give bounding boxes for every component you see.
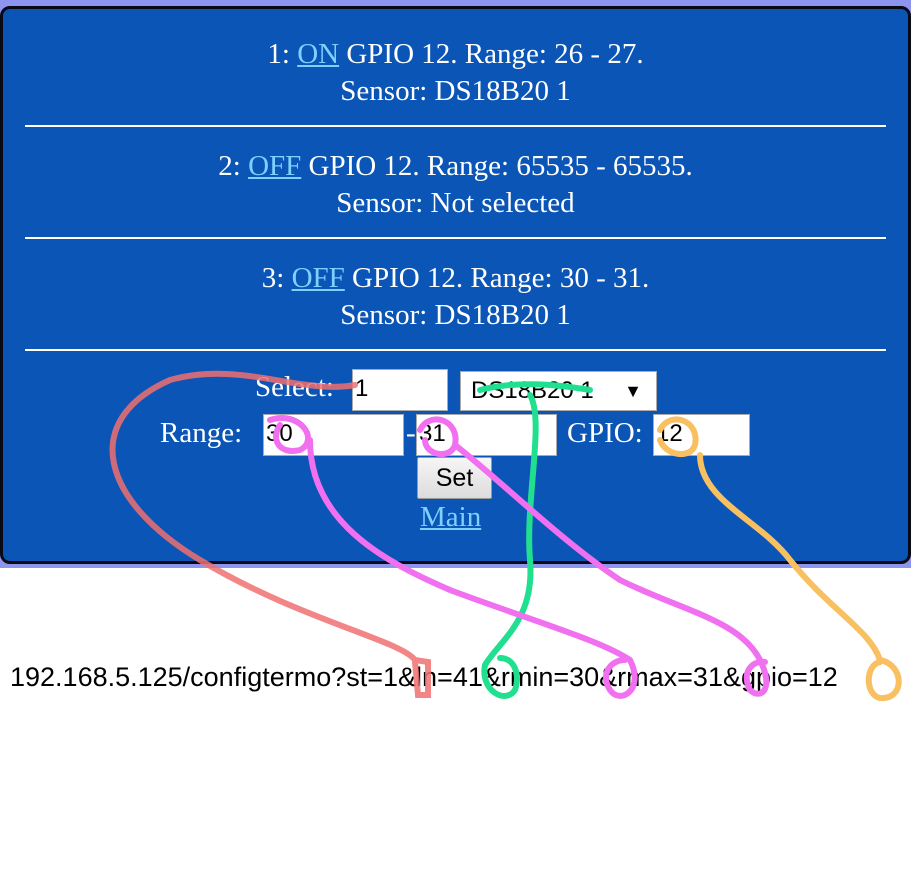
entry-sensor: Sensor: DS18B20 1 [340,75,571,107]
divider [25,125,886,127]
entry-2: 2: OFF GPIO 12. Range: 65535 - 65535. Se… [3,148,908,222]
entry-sensor: Sensor: Not selected [336,187,575,219]
range-max-input[interactable]: 31 [416,414,557,456]
entry-number: 2: [218,150,241,182]
toggle-link[interactable]: OFF [248,150,302,182]
main-link[interactable]: Main [420,501,482,533]
entry-info: GPIO 12. Range: 65535 - 65535. [308,150,693,182]
entry-number: 3: [261,262,285,294]
gpio-input[interactable]: 12 [653,414,750,456]
chevron-down-icon: ▼ [624,381,642,401]
entry-info: GPIO 12. Range: 26 - 27. [346,38,644,70]
gpio-label: GPIO: [567,417,643,449]
toggle-link[interactable]: OFF [291,262,345,294]
select-input[interactable]: 1 [352,369,448,411]
entry-3: 3: OFF GPIO 12. Range: 30 - 31. Sensor: … [3,260,908,334]
toggle-link[interactable]: ON [297,38,340,70]
entry-sensor: Sensor: DS18B20 1 [340,299,571,331]
select-label: Select: [255,371,334,403]
sensor-dropdown[interactable]: DS18B20 1 ▼ [460,371,657,411]
set-button[interactable]: Set [417,457,492,499]
range-min-input[interactable]: 30 [263,414,404,456]
request-url: 192.168.5.125/configtermo?st=1&ln=41&rmi… [10,662,838,692]
sensor-selected: DS18B20 1 [471,377,594,404]
range-label: Range: [160,417,243,449]
thermostat-config-panel: 1: ON GPIO 12. Range: 26 - 27. Sensor: D… [0,6,911,564]
range-separator: - [406,417,416,449]
divider [25,349,886,351]
divider [25,237,886,239]
entry-number: 1: [267,38,290,70]
entry-1: 1: ON GPIO 12. Range: 26 - 27. Sensor: D… [3,36,908,110]
entry-info: GPIO 12. Range: 30 - 31. [352,262,650,294]
